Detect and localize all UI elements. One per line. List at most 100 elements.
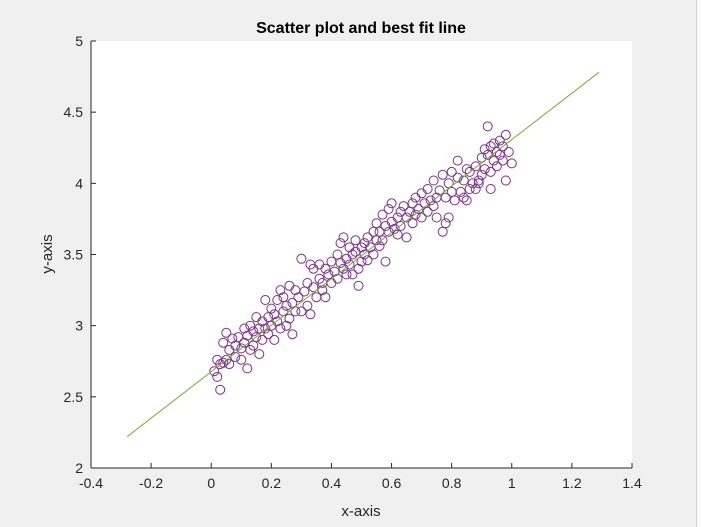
scatter-point <box>503 147 514 157</box>
scatter-point <box>500 175 511 186</box>
scatter-point <box>338 232 349 243</box>
scatter-point <box>497 155 508 166</box>
scatter-point <box>395 221 406 231</box>
scatter-point <box>425 195 436 206</box>
y-tick-label: 2 <box>75 460 83 476</box>
scatter-point <box>416 212 427 223</box>
scatter-point <box>506 158 517 169</box>
scatter-point <box>479 164 490 175</box>
x-tick-label: 0 <box>207 475 215 491</box>
x-axis-label: x-axis <box>341 503 380 520</box>
scatter-point <box>440 192 451 203</box>
x-tick-label: -0.4 <box>79 475 103 491</box>
scatter-point <box>212 371 223 382</box>
scatter-point <box>350 235 361 246</box>
scatter-point <box>473 178 484 189</box>
scatter-point <box>500 129 511 140</box>
scatter-point <box>236 354 247 365</box>
scatter-point <box>491 161 502 172</box>
scatter-point <box>407 218 418 229</box>
scatter-point <box>272 295 283 305</box>
scatter-point <box>488 138 499 149</box>
scatter-point <box>491 147 502 157</box>
y-tick-label: 5 <box>75 33 83 49</box>
scatter-point <box>485 184 496 194</box>
scatter-point <box>362 255 373 266</box>
scatter-point <box>347 269 358 280</box>
scatter-point <box>407 198 418 209</box>
x-tick-label: 1.4 <box>622 475 642 491</box>
x-tick-label: -0.2 <box>139 475 163 491</box>
scatter-point <box>455 186 466 197</box>
x-tick-label: 0.2 <box>262 475 282 491</box>
chart-title: Scatter plot and best fit line <box>256 20 466 37</box>
scatter-point <box>296 253 307 264</box>
scatter-point <box>380 256 391 267</box>
scatter-point <box>260 323 271 334</box>
x-tick-label: 0.8 <box>442 475 462 491</box>
scatter-point <box>269 334 280 345</box>
scatter-point <box>458 192 469 203</box>
scatter-point <box>443 212 454 223</box>
scatter-point <box>287 329 298 340</box>
scatter-point <box>353 263 364 274</box>
scatter-point <box>281 300 292 311</box>
scatter-point <box>320 263 331 274</box>
scatter-point <box>272 316 283 327</box>
scatter-point <box>428 175 439 186</box>
scatter-point <box>470 161 481 172</box>
scatter-point <box>494 149 505 160</box>
scatter-point <box>401 232 412 243</box>
y-tick-label: 3 <box>75 318 83 334</box>
scatter-point <box>209 366 220 377</box>
x-tick-label: 1 <box>508 475 516 491</box>
scatter-point <box>308 282 319 293</box>
scatter-point <box>479 144 490 155</box>
x-tick-label: 0.6 <box>382 475 402 491</box>
scatter-point <box>224 359 235 370</box>
scatter-point <box>305 309 316 320</box>
scatter-point <box>461 195 472 206</box>
best-fit-line-layer <box>126 71 600 438</box>
scatter-point <box>497 141 508 152</box>
scatter-point <box>392 229 403 240</box>
scatter-point <box>461 164 472 175</box>
scatter-point <box>227 333 238 344</box>
scatter-point <box>431 212 442 223</box>
scatter-point <box>377 235 388 246</box>
scatter-point <box>257 334 268 345</box>
scatter-point <box>239 323 250 334</box>
scatter-point <box>356 256 367 267</box>
y-tick-label: 3.5 <box>64 247 84 263</box>
scatter-point <box>218 357 229 368</box>
scatter-point <box>473 175 484 186</box>
scatter-point <box>335 238 346 249</box>
scatter-point <box>275 285 286 296</box>
scatter-point <box>410 209 421 220</box>
scatter-point <box>377 209 388 220</box>
scatter-point <box>398 201 409 212</box>
scatter-point <box>362 232 373 243</box>
scatter-point <box>347 249 358 260</box>
scatter-point <box>254 349 265 360</box>
scatter-point <box>323 269 334 280</box>
x-tick-label: 0.4 <box>322 475 342 491</box>
scatter-point <box>494 135 505 146</box>
y-tick-label: 4 <box>75 175 83 191</box>
scatter-point <box>284 313 295 324</box>
scatter-point <box>293 292 304 303</box>
scatter-point <box>266 303 277 314</box>
best-fit-line <box>126 71 600 438</box>
scatter-point <box>449 195 460 206</box>
plot-area <box>91 41 632 468</box>
window-edge <box>696 0 701 527</box>
scatter-point <box>368 249 379 260</box>
scatter-point <box>251 332 262 343</box>
scatter-point <box>383 204 394 214</box>
x-ticks: -0.4 -0.2 0 0.2 0.4 0.6 0.8 1 1.2 1.4 <box>79 463 642 491</box>
y-ticks: 2 2.5 3 3.5 4 4.5 5 <box>64 33 96 476</box>
scatter-point <box>275 323 286 334</box>
scatter-point <box>464 184 475 194</box>
scatter-point <box>260 295 271 305</box>
scatter-point <box>437 169 448 180</box>
